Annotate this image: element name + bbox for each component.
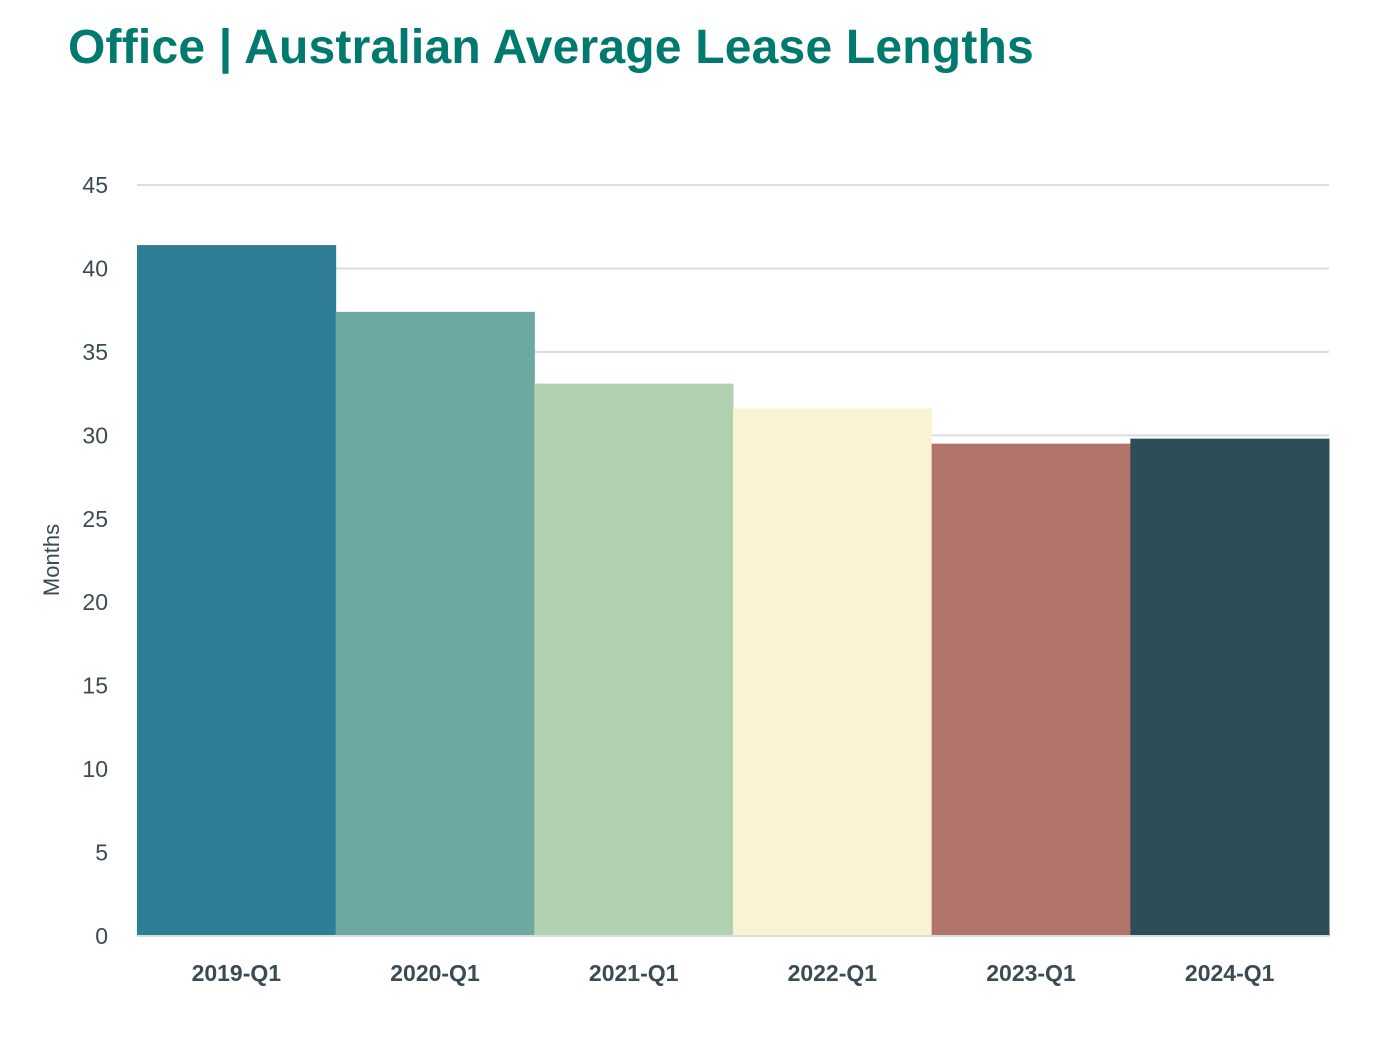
- bar: [137, 245, 337, 936]
- bar: [733, 408, 933, 936]
- y-tick-label: 35: [82, 339, 108, 365]
- y-tick-label: 10: [82, 756, 108, 782]
- x-tick-label: 2020-Q1: [390, 960, 480, 986]
- y-tick-label: 40: [82, 255, 108, 281]
- y-axis-ticks: 0 5 10 15 20 25 30 35 40 45: [82, 172, 108, 949]
- y-axis-title: Months: [39, 524, 64, 596]
- y-tick-label: 0: [95, 923, 108, 949]
- chart-title: Office | Australian Average Lease Length…: [68, 21, 1034, 74]
- x-tick-label: 2022-Q1: [788, 960, 878, 986]
- x-tick-label: 2023-Q1: [986, 960, 1076, 986]
- y-tick-label: 15: [82, 673, 108, 699]
- y-tick-label: 25: [82, 506, 108, 532]
- bars: [137, 245, 1330, 937]
- y-tick-label: 45: [82, 172, 108, 198]
- y-tick-label: 5: [95, 840, 108, 866]
- x-tick-label: 2021-Q1: [589, 960, 679, 986]
- x-tick-label: 2019-Q1: [192, 960, 282, 986]
- bar: [1130, 438, 1330, 936]
- x-axis-labels: 2019-Q1 2020-Q1 2021-Q1 2022-Q1 2023-Q1 2024-…: [192, 960, 1275, 986]
- y-tick-label: 30: [82, 422, 108, 448]
- y-tick-label: 20: [82, 589, 108, 615]
- x-tick-label: 2024-Q1: [1185, 960, 1275, 986]
- bar: [931, 443, 1131, 936]
- bar: [335, 311, 535, 936]
- bar: [534, 383, 734, 936]
